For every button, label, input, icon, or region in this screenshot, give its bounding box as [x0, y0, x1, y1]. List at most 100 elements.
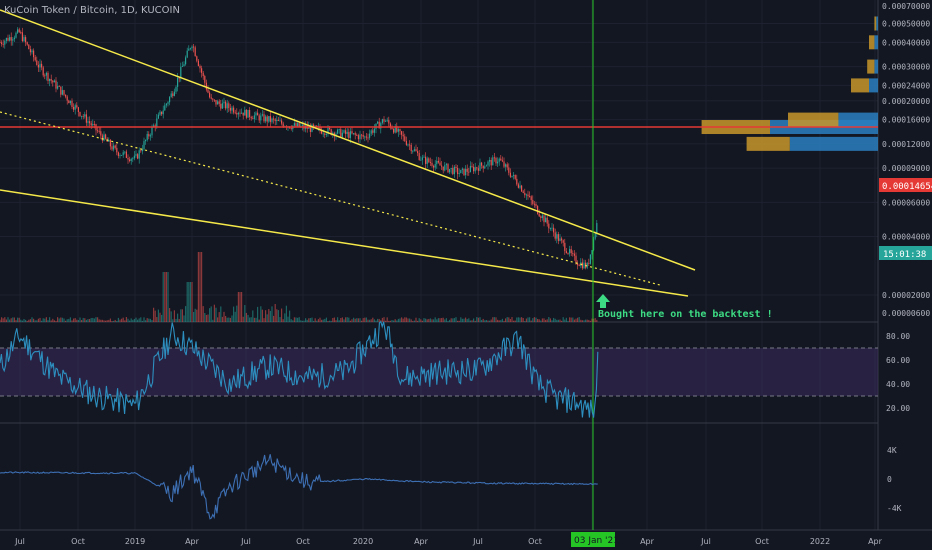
candle-body [569, 249, 571, 254]
volume-bar [421, 320, 423, 322]
volume-bar [409, 318, 411, 322]
candle-body [481, 162, 483, 166]
volume-bar [325, 317, 327, 322]
volume-bar [204, 312, 206, 322]
volume-bar [245, 312, 247, 322]
candle-body [157, 114, 159, 119]
volume-bar [220, 306, 222, 322]
candle-body [549, 227, 551, 229]
volume-bar [103, 320, 105, 322]
midline-dotted-trendline[interactable] [0, 111, 661, 286]
volume-profile-up [789, 136, 878, 151]
volume-bar [396, 320, 398, 322]
candle-body [511, 175, 513, 177]
candle-body [191, 46, 193, 49]
volume-bar [39, 317, 41, 322]
candle-body [140, 150, 142, 152]
upper-trendline[interactable] [0, 9, 696, 271]
candle-body [469, 165, 471, 173]
volume-bar [137, 319, 139, 322]
volume-bar [455, 317, 457, 322]
candle-body [249, 109, 251, 117]
candle-body [503, 161, 505, 167]
candle-body [63, 90, 65, 95]
candle-body [229, 107, 231, 111]
volume-bar [324, 318, 326, 322]
volume-bar [447, 320, 449, 322]
candle-body [193, 46, 195, 48]
candle-body [399, 129, 401, 132]
volume-bar [583, 320, 585, 322]
volume-bar [31, 317, 33, 322]
volume-bar [4, 317, 6, 322]
current-price-label-text: 0.00014654 [882, 182, 932, 192]
candle-body [389, 123, 391, 128]
candle-body [85, 114, 87, 123]
volume-bar [535, 317, 537, 322]
volume-bar [244, 305, 246, 322]
candle-body [213, 99, 215, 101]
candle-body [489, 159, 491, 162]
candle-body [210, 97, 212, 99]
candle-body [447, 164, 449, 173]
volume-bar [141, 320, 143, 322]
volume-bar [42, 318, 44, 322]
volume-bar [124, 320, 126, 322]
volume-bar [300, 320, 302, 322]
volume-bar [114, 319, 116, 322]
rsi-axis: 80.00 60.00 40.00 20.00 [886, 332, 910, 413]
volume-bar [562, 317, 564, 322]
volume-bar [577, 317, 579, 322]
volume-bar [36, 320, 38, 322]
candle-body [241, 112, 243, 114]
candle-body [477, 168, 479, 171]
volume-bar [556, 319, 558, 322]
volume-bar [73, 318, 75, 322]
candle-body [589, 254, 591, 264]
volume-bar [490, 319, 492, 322]
volume-bar [501, 318, 503, 322]
volume-bar [194, 308, 196, 322]
candle-body [44, 75, 46, 77]
candle-body [522, 191, 524, 193]
volume-bar [175, 318, 177, 322]
volume-bar [138, 318, 140, 322]
volume-bar [50, 320, 52, 322]
volume-bar [210, 306, 212, 322]
volume-bar [268, 309, 270, 322]
volume-bar [457, 320, 459, 322]
volume-bar [426, 319, 428, 322]
candle-body [562, 240, 564, 243]
volume-bar [309, 318, 311, 322]
candle-body [87, 121, 89, 123]
volume-profile-down [788, 112, 839, 127]
volume-bar [500, 320, 502, 322]
volume-bar [415, 317, 417, 322]
volume-bar [495, 317, 497, 322]
volume-bar [444, 319, 446, 322]
candle-body [301, 124, 303, 126]
candle-body [367, 137, 369, 139]
volume-bar [417, 320, 419, 322]
highlighted-date-text: 03 Jan '21 [574, 536, 619, 546]
lower-trendline[interactable] [0, 189, 689, 297]
volume-profile-up [869, 78, 878, 93]
candle-body [545, 217, 547, 223]
candle-body [535, 204, 537, 206]
up-arrow-icon [596, 294, 610, 308]
volume-bar [92, 317, 94, 322]
volume-bar [10, 318, 12, 322]
candle-body [103, 134, 105, 141]
candle-body [533, 203, 535, 205]
candle-body [181, 66, 183, 67]
volume-bar [52, 318, 54, 322]
volume-bar [161, 314, 163, 322]
volume-bar [63, 318, 65, 322]
volume-bar [442, 317, 444, 322]
price-tick-label: 0.00006000 [882, 198, 930, 207]
volume-bar [340, 318, 342, 322]
candle-body [261, 114, 263, 116]
candle-body [349, 131, 351, 138]
candle-body [79, 111, 81, 117]
